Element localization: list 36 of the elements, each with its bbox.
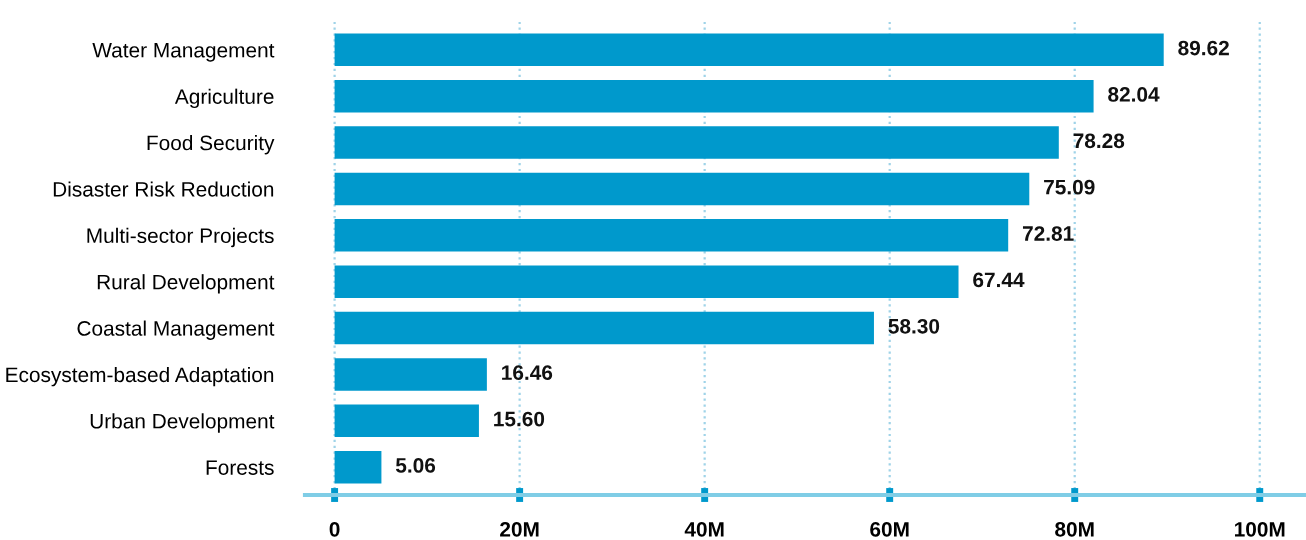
y-tick-label: Water Management bbox=[92, 43, 275, 62]
y-tick-label: Forests bbox=[206, 460, 274, 475]
y-tick-label: Ecosystem-based Adaptation bbox=[6, 366, 274, 387]
y-tick-label: Agriculture bbox=[174, 88, 274, 109]
bar bbox=[334, 265, 959, 298]
y-tick-label: Rural Development bbox=[97, 274, 275, 294]
y-tick-label: Food Security bbox=[147, 135, 275, 155]
y-tick-label: Urban Development bbox=[90, 413, 275, 433]
y-tick-label: Disaster Risk Reduction bbox=[53, 181, 274, 197]
x-tick-label: 20M bbox=[500, 521, 539, 537]
x-tick-label: 0 bbox=[329, 521, 340, 537]
bar bbox=[334, 219, 1009, 252]
bar bbox=[334, 79, 1094, 113]
y-tick-label: Coastal Management bbox=[77, 320, 275, 340]
y-tick-label: Multi-sector Projects bbox=[87, 227, 274, 248]
data-label: 15.60 bbox=[494, 411, 545, 427]
data-label: 89.62 bbox=[1178, 40, 1229, 56]
data-label: 75.09 bbox=[1044, 179, 1095, 195]
x-tick-label: 40M bbox=[684, 521, 724, 537]
data-label: 78.28 bbox=[1073, 133, 1125, 149]
data-label: 72.81 bbox=[1022, 226, 1074, 241]
bar bbox=[334, 172, 1030, 206]
data-label: 82.04 bbox=[1108, 87, 1160, 102]
bar bbox=[334, 33, 1164, 67]
x-tick-label: 80M bbox=[1055, 521, 1094, 537]
x-tick-label: 60M bbox=[870, 521, 909, 537]
bar bbox=[334, 358, 487, 391]
bar bbox=[334, 126, 1059, 159]
data-label: 58.30 bbox=[888, 318, 940, 334]
data-label: 16.46 bbox=[502, 365, 553, 381]
bar bbox=[334, 404, 479, 438]
data-label: 67.44 bbox=[973, 272, 1025, 288]
data-label: 5.06 bbox=[395, 458, 436, 473]
bar bbox=[334, 450, 382, 484]
bar bbox=[334, 311, 874, 345]
x-tick-label: 100M bbox=[1235, 521, 1285, 537]
